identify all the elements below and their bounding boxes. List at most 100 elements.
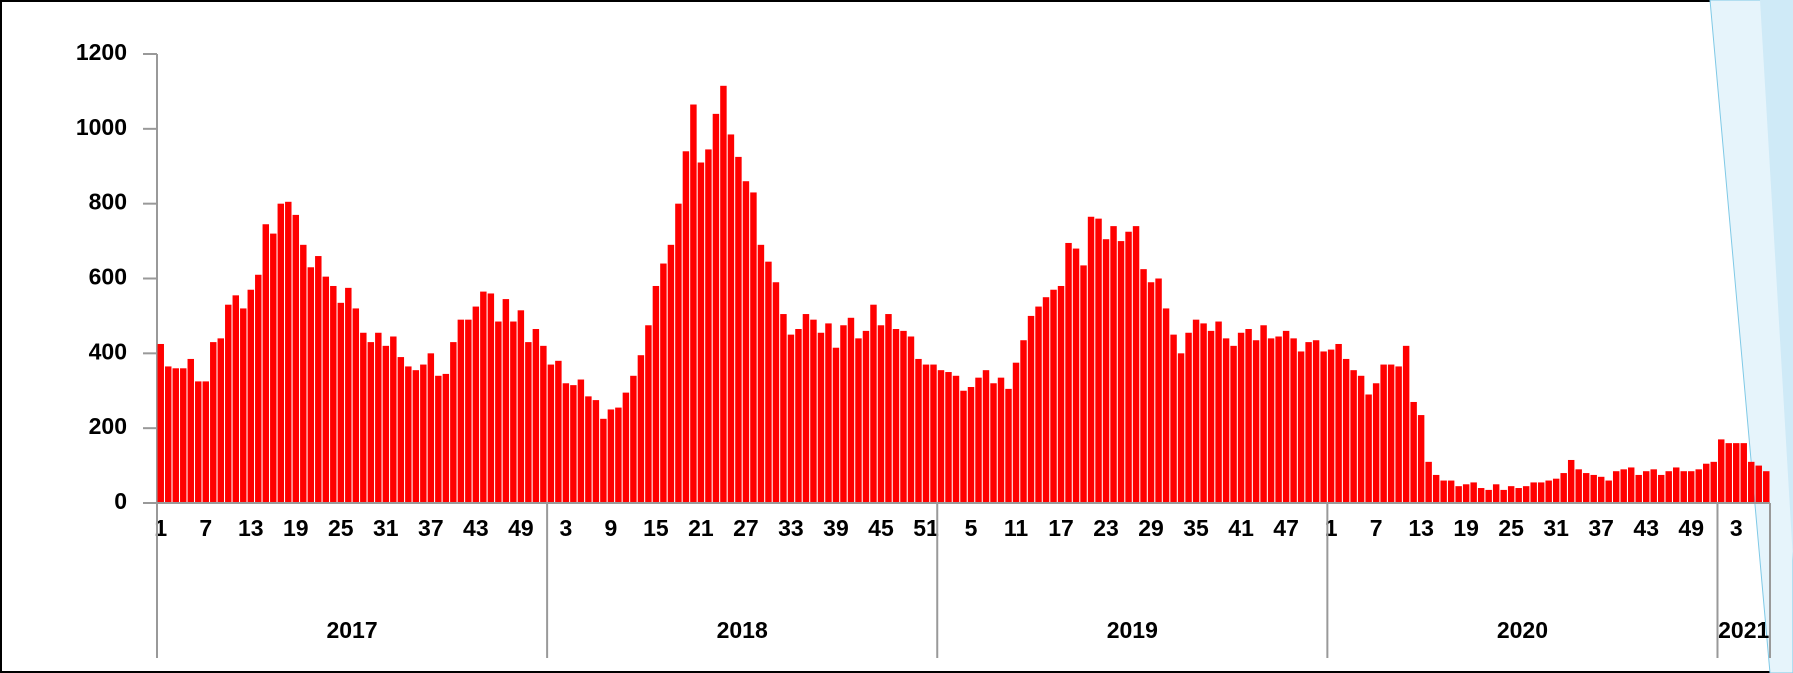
bar	[465, 319, 472, 503]
bar	[712, 113, 720, 503]
bar	[1432, 474, 1440, 503]
bar	[660, 263, 667, 503]
bar	[1703, 463, 1710, 503]
bar	[1522, 486, 1530, 503]
bar	[915, 358, 922, 503]
bar	[1080, 265, 1087, 503]
bar	[315, 256, 322, 503]
bar	[1140, 269, 1147, 503]
bar	[1012, 362, 1020, 503]
bar	[585, 396, 592, 503]
bar	[840, 325, 847, 503]
bar	[1477, 488, 1485, 503]
bar	[892, 329, 900, 503]
bar	[345, 287, 352, 503]
bar	[1582, 473, 1590, 503]
bar	[322, 276, 330, 503]
bar	[690, 104, 697, 503]
bar	[1440, 480, 1447, 503]
bar	[1170, 334, 1177, 503]
bar	[1567, 459, 1575, 503]
bar	[900, 330, 907, 503]
bar	[1177, 353, 1185, 503]
bar	[240, 308, 247, 503]
bar	[562, 383, 570, 503]
bar	[1507, 486, 1515, 503]
x-tick-label: 43	[463, 515, 489, 541]
bar	[1365, 394, 1372, 503]
bar	[540, 345, 547, 503]
bar	[532, 329, 540, 503]
bar	[1215, 321, 1222, 503]
x-tick-label: 3	[559, 515, 572, 541]
bar	[772, 282, 780, 503]
bar	[825, 323, 832, 503]
bar	[1635, 474, 1642, 503]
bar	[1612, 471, 1620, 503]
bar	[502, 299, 510, 503]
bar	[1620, 469, 1627, 503]
bar	[1380, 364, 1387, 503]
bar	[1267, 338, 1275, 503]
bar	[1680, 471, 1687, 503]
bar	[1245, 329, 1252, 503]
x-tick-label: 37	[418, 515, 444, 541]
bar	[615, 407, 622, 503]
bar	[487, 293, 495, 503]
x-tick-label: 39	[823, 515, 849, 541]
bar	[1327, 349, 1335, 503]
x-tick-label: 17	[1048, 515, 1074, 541]
y-tick-label: 1200	[76, 39, 127, 65]
bar	[1162, 308, 1170, 503]
year-label: 2020	[1497, 617, 1548, 643]
x-tick-label: 25	[328, 515, 354, 541]
bar	[1297, 351, 1305, 503]
bar	[952, 375, 960, 503]
bar	[1372, 383, 1380, 503]
bar	[1515, 488, 1522, 503]
bar	[937, 370, 945, 503]
bar	[945, 372, 952, 503]
x-tick-label: 7	[1370, 515, 1383, 541]
bar	[780, 314, 787, 503]
bar	[877, 325, 885, 503]
bar	[187, 358, 194, 503]
bar	[1005, 388, 1012, 503]
bar	[307, 267, 315, 503]
bar	[1335, 343, 1342, 503]
bar	[1455, 486, 1462, 503]
bar	[855, 338, 862, 503]
bar	[1545, 480, 1552, 503]
x-tick-label: 19	[283, 515, 309, 541]
bar	[1117, 241, 1125, 504]
x-tick-label: 45	[868, 515, 894, 541]
bar	[367, 342, 375, 503]
bar	[637, 355, 645, 503]
bar	[1492, 484, 1500, 503]
x-tick-label: 51	[913, 515, 939, 541]
bar	[262, 224, 270, 503]
x-tick-label: 29	[1138, 515, 1164, 541]
bar	[1042, 297, 1050, 503]
bar	[705, 149, 712, 503]
bar	[247, 289, 255, 503]
bar	[1530, 482, 1537, 503]
bar	[1425, 461, 1432, 503]
bar	[720, 85, 727, 503]
bar	[405, 366, 412, 503]
x-tick-label: 23	[1093, 515, 1119, 541]
bar	[645, 325, 652, 503]
year-label: 2019	[1107, 617, 1158, 643]
y-tick-label: 0	[114, 488, 127, 514]
bar	[165, 366, 172, 503]
bar	[1260, 325, 1267, 503]
bar	[1125, 231, 1132, 503]
bar	[517, 310, 525, 503]
bar	[592, 400, 600, 503]
bar	[997, 377, 1005, 503]
x-tick-label: 43	[1633, 515, 1659, 541]
y-tick-label: 600	[89, 264, 127, 290]
bar	[795, 329, 802, 503]
bar	[570, 385, 577, 503]
